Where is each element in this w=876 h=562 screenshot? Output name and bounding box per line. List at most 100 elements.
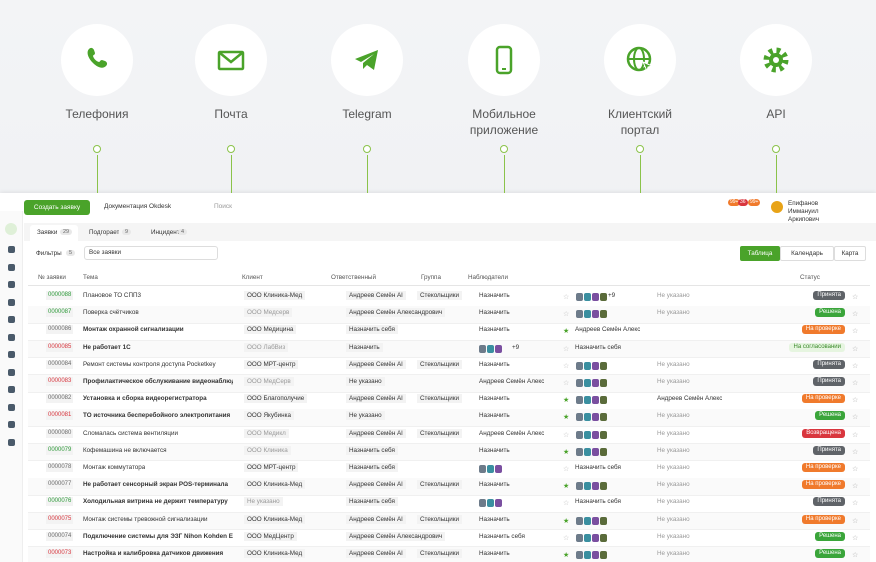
assignee[interactable]: Не указано (346, 377, 385, 386)
favorite[interactable]: ☆ (852, 466, 859, 473)
column-header[interactable]: № заявки (38, 274, 66, 281)
watchers[interactable]: Назначить (479, 515, 510, 523)
column-header[interactable]: Тема (83, 274, 98, 281)
watchers[interactable]: Назначить (479, 326, 510, 334)
watchers[interactable]: Назначить (479, 446, 510, 454)
assignee[interactable]: Андреев Семён Al (346, 394, 406, 404)
ticket-topic[interactable]: Кофемашина не включается (83, 446, 167, 454)
star[interactable]: ☆ (563, 345, 570, 353)
ticket-number[interactable]: 0000075 (46, 514, 74, 524)
sidebar-icon[interactable] (8, 316, 15, 323)
assignee[interactable]: Андреев Семён Al (346, 480, 406, 490)
star[interactable]: ☆ (563, 362, 570, 370)
sidebar-icon[interactable] (8, 386, 15, 393)
assignee[interactable]: Андреев Семён Al (346, 291, 406, 300)
status[interactable]: Решена (815, 308, 845, 318)
ticket-number[interactable]: 0000083 (46, 377, 74, 386)
ticket-number[interactable]: 0000085 (46, 342, 74, 352)
status[interactable]: Возвращена (802, 428, 845, 438)
view-toggle[interactable]: Карта (834, 246, 866, 261)
sidebar-icon[interactable] (8, 368, 15, 376)
sidebar-icon[interactable] (8, 246, 15, 253)
executor[interactable]: Назначить себя (575, 498, 621, 506)
watchers[interactable]: Назначить (479, 550, 510, 557)
docs-link[interactable]: Документация Okdesk (104, 203, 172, 210)
sidebar-icon[interactable] (8, 281, 15, 288)
assignee[interactable]: Назначить себя (346, 325, 398, 335)
status[interactable]: На проверке (801, 514, 845, 524)
watchers[interactable]: Андреев Семён Алекс (479, 378, 545, 385)
watchers[interactable]: Назначить себя (479, 532, 525, 540)
ticket-number[interactable]: 0000084 (46, 359, 74, 369)
ticket-number[interactable]: 0000081 (46, 411, 74, 421)
watchers[interactable]: Назначить (479, 395, 510, 403)
column-header[interactable]: Статус (800, 274, 820, 281)
column-header[interactable]: Клиент (242, 274, 263, 281)
executor[interactable]: Андреев Семён Алекс (575, 326, 641, 334)
watchers[interactable]: Назначить (479, 360, 510, 368)
star[interactable]: ☆ (563, 500, 570, 508)
create-button[interactable]: Создать заявку (24, 200, 90, 215)
sidebar-icon[interactable] (8, 263, 15, 271)
ticket-number[interactable]: 0000077 (46, 480, 74, 490)
filters-select[interactable]: Все заявки (84, 246, 218, 260)
status[interactable]: Принята (813, 291, 845, 300)
favorite[interactable]: ☆ (852, 483, 859, 491)
star-filled[interactable]: ★ (563, 517, 570, 525)
executor[interactable]: Назначить себя (575, 464, 621, 471)
assignee[interactable]: Андреев Семён Al (346, 514, 406, 524)
watchers[interactable]: Назначить (479, 412, 510, 420)
ticket-topic[interactable]: Монтаж системы тревожной сигнализации (83, 515, 208, 523)
view-toggle[interactable]: Календарь (780, 246, 834, 261)
watchers[interactable]: Назначить (479, 481, 510, 489)
status[interactable]: На проверке (801, 480, 845, 490)
assignee[interactable]: Назначить себя (346, 445, 398, 455)
favorite[interactable]: ☆ (852, 397, 859, 405)
status[interactable]: На проверке (801, 463, 845, 472)
watchers[interactable]: Назначить (479, 292, 510, 299)
star[interactable]: ☆ (563, 534, 570, 542)
favorite[interactable]: ☆ (852, 294, 859, 301)
assignee[interactable]: Назначить (346, 342, 383, 352)
status[interactable]: Решена (815, 411, 845, 421)
ticket-topic[interactable]: Ремонт системы контроля доступа Pocketke… (83, 360, 216, 368)
ticket-number[interactable]: 0000087 (46, 308, 74, 318)
sidebar-icon[interactable] (8, 298, 15, 306)
ticket-topic[interactable]: Не работает сенсорный экран POS-терминал… (83, 481, 228, 489)
status[interactable]: Принята (813, 359, 845, 369)
star-filled[interactable]: ★ (563, 328, 570, 336)
star[interactable]: ☆ (563, 431, 570, 439)
ticket-number[interactable]: 0000082 (46, 394, 74, 404)
watchers[interactable]: Назначить (479, 309, 510, 317)
status[interactable]: Решена (815, 549, 845, 558)
status[interactable]: Принята (813, 497, 845, 507)
ticket-topic[interactable]: Поверка счётчиков (83, 309, 139, 317)
star[interactable]: ☆ (563, 294, 570, 301)
ticket-number[interactable]: 0000086 (46, 325, 74, 335)
favorite[interactable]: ☆ (852, 414, 859, 422)
favorite[interactable]: ☆ (852, 448, 859, 456)
ticket-topic[interactable]: Сломалась система вентиляции (83, 429, 179, 437)
status[interactable]: На согласовании (789, 342, 845, 352)
favorite[interactable]: ☆ (852, 500, 859, 508)
assignee[interactable]: Андреев Семён Александрович (346, 531, 446, 541)
ticket-topic[interactable]: Подключение системы для ЭЗГ Nihon Kohden… (83, 532, 233, 540)
status[interactable]: Принята (813, 377, 845, 386)
ticket-number[interactable]: 0000080 (46, 428, 74, 438)
ticket-topic[interactable]: Монтаж охранной сигнализации (83, 326, 184, 334)
sidebar-icon[interactable] (8, 333, 15, 341)
favorite[interactable]: ☆ (852, 362, 859, 370)
status[interactable]: Решена (815, 531, 845, 541)
watchers[interactable]: Андреев Семён Алекс (479, 429, 545, 437)
column-header[interactable]: Ответственный (331, 274, 376, 281)
view-toggle[interactable]: Таблица (740, 246, 780, 261)
sidebar-icon[interactable] (8, 438, 15, 446)
ticket-number[interactable]: 0000078 (46, 463, 74, 472)
status[interactable]: На проверке (801, 394, 845, 404)
status[interactable]: Принята (813, 445, 845, 455)
sidebar-icon[interactable] (8, 421, 15, 428)
filters[interactable]: Фильтры (36, 250, 62, 257)
column-header[interactable]: Наблюдатели (468, 274, 508, 281)
search[interactable]: Поиск (214, 203, 233, 210)
star[interactable]: ☆ (563, 380, 570, 387)
